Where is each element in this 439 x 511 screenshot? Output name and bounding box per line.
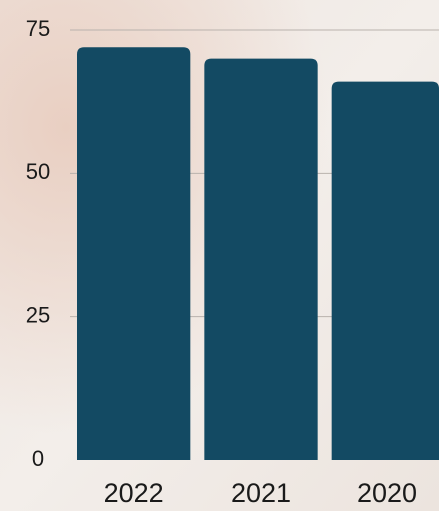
bar	[204, 58, 318, 461]
y-tick-label: 50	[26, 159, 50, 184]
x-tick-label: 2021	[231, 478, 291, 508]
x-tick-label: 2022	[104, 478, 164, 508]
y-tick-label: 75	[26, 16, 50, 41]
x-tick-label: 2020	[357, 478, 417, 508]
y-tick-label: 25	[26, 302, 50, 327]
bar	[77, 47, 191, 460]
bar	[331, 81, 439, 460]
y-tick-label: 0	[32, 446, 44, 471]
